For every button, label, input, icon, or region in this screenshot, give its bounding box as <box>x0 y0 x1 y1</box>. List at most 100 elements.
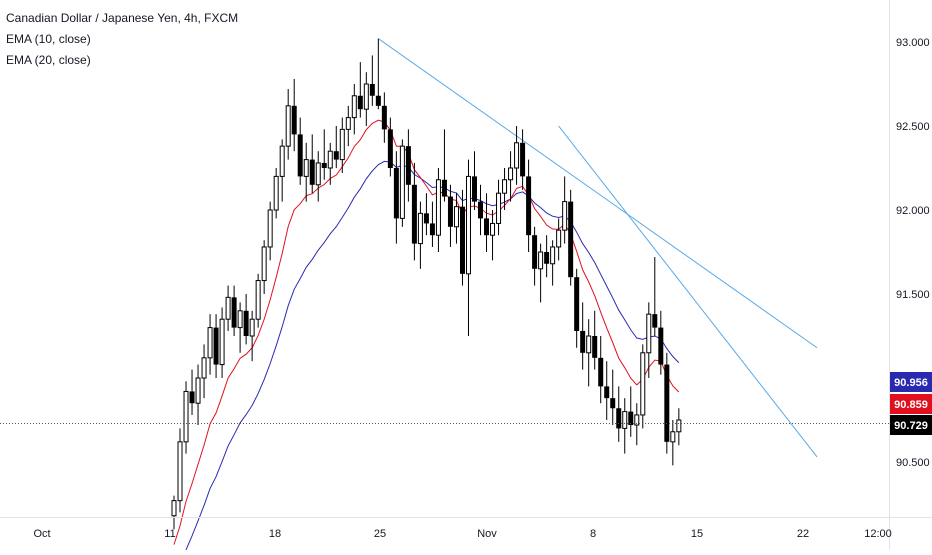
candle-body <box>526 176 532 236</box>
candle-body <box>285 105 291 147</box>
x-axis[interactable]: Oct 11 18 25 Nov 8 15 22 12:00 <box>33 528 891 540</box>
candle <box>658 310 664 375</box>
candle-body <box>309 159 315 185</box>
candle <box>279 139 285 202</box>
candle <box>634 403 640 446</box>
candle-body <box>357 95 363 110</box>
candle <box>532 226 538 286</box>
candle <box>171 495 177 530</box>
candle-body <box>375 95 381 106</box>
price-tag-label: 90.859 <box>894 399 928 411</box>
price-tag: 90.729 <box>890 415 932 435</box>
candle <box>219 307 225 378</box>
candle-body <box>189 391 195 404</box>
trendline[interactable] <box>378 38 818 349</box>
candle-body <box>490 222 496 236</box>
candle-body <box>405 146 411 185</box>
candle-body <box>441 179 447 197</box>
candle-body <box>658 327 664 365</box>
candle <box>363 72 369 126</box>
candle-body <box>586 335 592 354</box>
candle-body <box>243 310 249 336</box>
candle-body <box>640 352 646 416</box>
candle-body <box>225 296 231 320</box>
candle-body <box>592 336 598 358</box>
candle <box>405 129 411 202</box>
candle <box>544 235 550 278</box>
candle-body <box>303 159 309 177</box>
candle-body <box>562 201 568 231</box>
candle <box>399 139 405 227</box>
candle <box>177 428 183 513</box>
candle <box>309 134 315 194</box>
candle-body <box>399 145 405 219</box>
candle-body <box>556 229 562 248</box>
candle <box>459 189 465 286</box>
candle <box>598 336 604 404</box>
candle <box>472 151 477 210</box>
candle <box>616 386 622 442</box>
candle <box>574 268 580 348</box>
candle <box>387 117 393 177</box>
candle <box>375 38 381 110</box>
candle <box>381 92 387 143</box>
candle-body <box>369 84 375 96</box>
candle-body <box>237 310 243 329</box>
candle-body <box>478 201 484 219</box>
candle <box>285 89 291 160</box>
x-tick-label: 12:00 <box>864 528 892 540</box>
trendlines[interactable] <box>378 38 818 458</box>
candle-body <box>670 431 676 443</box>
candles <box>171 38 682 530</box>
price-tag-bg <box>890 372 932 392</box>
candle <box>321 129 327 180</box>
candle <box>237 302 243 353</box>
candle <box>255 273 261 328</box>
candle-body <box>435 179 441 236</box>
price-tag-label: 90.956 <box>894 377 928 389</box>
candle-body <box>363 83 369 110</box>
candle <box>183 381 189 454</box>
candle <box>303 142 309 202</box>
candle-body <box>273 175 279 211</box>
candle <box>496 179 502 236</box>
chart-title: Canadian Dollar / Japanese Yen, 4h, FXCM <box>6 11 239 25</box>
candle-body <box>574 277 580 331</box>
candle <box>273 168 279 219</box>
candle <box>676 408 682 446</box>
trendline[interactable] <box>558 125 818 458</box>
candle-body <box>502 179 508 194</box>
candle-body <box>381 105 387 130</box>
candle-body <box>201 357 207 379</box>
candle-body <box>279 145 285 177</box>
candle-body <box>628 411 634 426</box>
candle-body <box>459 206 465 274</box>
ema-20-legend[interactable]: EMA (20, close) <box>6 53 91 67</box>
candle <box>520 129 526 190</box>
candle <box>351 84 357 135</box>
candle-body <box>616 408 622 429</box>
candle <box>249 310 255 362</box>
candle <box>357 62 363 118</box>
candle <box>267 201 273 261</box>
candle <box>327 142 333 185</box>
candle <box>429 201 435 247</box>
candle <box>297 117 303 185</box>
candle <box>580 302 586 370</box>
candle <box>195 364 201 426</box>
candle-body <box>447 196 453 227</box>
candle <box>568 189 574 286</box>
chart-legend: Canadian Dollar / Japanese Yen, 4h, FXCM… <box>6 8 238 71</box>
candle <box>423 193 429 236</box>
price-labels: 90.956 90.859 90.729 <box>890 372 932 435</box>
candle-body <box>484 218 490 236</box>
ema-10-legend[interactable]: EMA (10, close) <box>6 32 91 46</box>
candle-body <box>604 386 610 399</box>
candle-body <box>387 129 393 168</box>
candle-body <box>465 175 471 275</box>
candle-body <box>231 297 237 328</box>
candle <box>345 105 351 147</box>
